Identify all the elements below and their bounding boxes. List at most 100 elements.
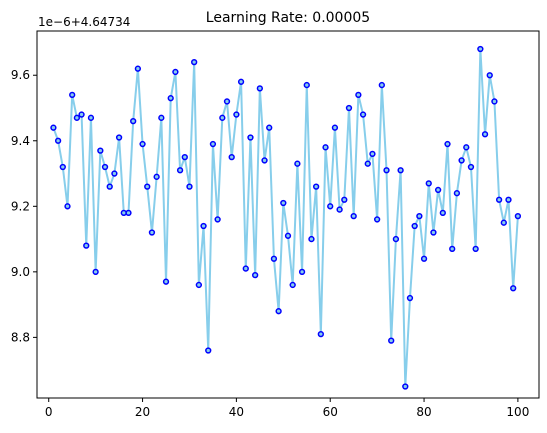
x-tick-label: 20 — [135, 405, 150, 419]
data-point — [233, 111, 240, 118]
data-point — [219, 114, 226, 121]
data-point — [444, 140, 451, 148]
y-tick-label: 9.2 — [11, 199, 30, 213]
data-point — [416, 212, 423, 220]
data-point — [322, 144, 329, 151]
plot-frame — [36, 30, 540, 399]
data-point — [167, 95, 174, 102]
data-point — [69, 91, 76, 99]
data-point — [495, 196, 503, 203]
x-tick-label: 80 — [416, 405, 431, 419]
data-point — [195, 281, 203, 289]
data-point — [214, 216, 221, 223]
data-point — [402, 383, 409, 390]
x-tick-label: 60 — [323, 405, 338, 419]
data-point — [392, 235, 400, 243]
data-point — [87, 114, 95, 121]
data-point — [327, 203, 334, 210]
data-point — [256, 85, 264, 92]
data-point — [223, 98, 231, 105]
data-point — [54, 137, 62, 144]
data-point — [425, 180, 432, 187]
data-point — [298, 268, 306, 275]
data-point — [336, 206, 343, 213]
y-tick-label: 9.4 — [11, 134, 30, 148]
data-point — [345, 104, 353, 112]
axis-offset-label: 1e−6+4.64734 — [38, 15, 130, 29]
data-point — [247, 134, 254, 141]
data-point — [486, 72, 493, 79]
data-point — [252, 271, 259, 279]
data-point — [261, 157, 268, 164]
data-point — [294, 160, 301, 167]
data-point — [191, 58, 198, 66]
data-point — [453, 190, 461, 197]
chart-title: Learning Rate: 0.00005 — [206, 10, 370, 26]
data-point — [111, 170, 118, 177]
data-point — [59, 163, 66, 171]
data-point — [144, 183, 151, 190]
data-point — [289, 281, 296, 289]
data-point — [472, 245, 479, 253]
data-point — [434, 186, 442, 194]
data-point — [209, 140, 217, 148]
data-point — [481, 131, 489, 138]
data-point — [449, 245, 456, 253]
x-tick-label: 40 — [229, 405, 244, 419]
data-point — [78, 111, 85, 118]
data-point — [284, 232, 292, 239]
data-point — [162, 278, 170, 285]
y-tick-label: 9.0 — [11, 265, 30, 279]
data-point — [355, 91, 362, 99]
data-point — [200, 222, 207, 230]
data-point — [463, 144, 470, 151]
data-point — [505, 196, 512, 203]
x-tick-label: 100 — [506, 405, 529, 419]
data-point — [106, 183, 113, 190]
data-point — [280, 199, 287, 207]
data-point — [266, 124, 273, 131]
data-point — [83, 242, 90, 249]
data-point — [359, 111, 367, 118]
data-point — [439, 209, 446, 217]
data-point — [101, 163, 109, 171]
data-point — [97, 147, 104, 154]
data-point — [420, 255, 428, 262]
data-point — [148, 229, 156, 236]
data-point — [64, 203, 71, 210]
data-point — [228, 154, 235, 161]
data-point — [317, 330, 324, 338]
data-point — [477, 45, 484, 53]
data-point — [373, 216, 381, 223]
data-point — [158, 114, 165, 121]
series-line — [52, 48, 519, 388]
data-point — [242, 265, 249, 272]
x-axis-ticks: 0 20 40 60 80 100 — [45, 398, 529, 419]
data-point — [331, 124, 339, 131]
data-point — [341, 196, 348, 203]
data-point — [275, 308, 282, 315]
data-point — [303, 81, 310, 89]
data-point — [467, 163, 475, 171]
data-point — [125, 209, 132, 217]
y-tick-label: 9.6 — [11, 68, 30, 82]
y-tick-label: 8.8 — [11, 330, 30, 344]
data-point — [364, 160, 371, 167]
data-point — [369, 150, 376, 158]
data-point — [92, 268, 99, 275]
data-point — [411, 222, 418, 230]
data-point — [308, 235, 315, 243]
data-point — [186, 183, 193, 190]
data-point — [430, 229, 437, 236]
data-point — [181, 154, 188, 161]
data-point — [172, 68, 179, 76]
data-point — [153, 173, 160, 180]
marker-layer — [50, 45, 522, 390]
data-point — [134, 65, 142, 72]
data-point — [458, 157, 465, 164]
plot-layer — [50, 45, 522, 390]
data-point — [237, 78, 245, 85]
data-point — [50, 124, 57, 131]
data-point — [130, 117, 137, 125]
